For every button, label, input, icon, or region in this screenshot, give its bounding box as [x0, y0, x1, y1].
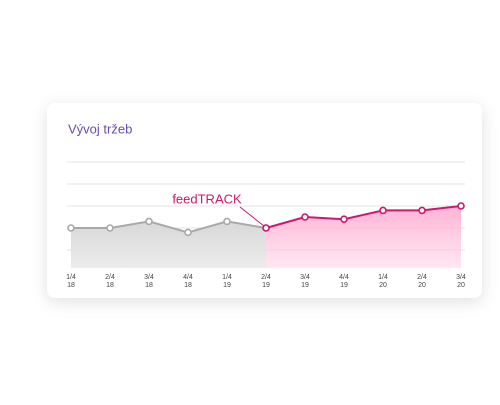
x-tick-label: 19 [262, 282, 270, 289]
point [262, 224, 270, 232]
line [71, 220, 267, 234]
point [379, 206, 387, 215]
point [418, 206, 426, 215]
point [457, 202, 465, 210]
x-tick-label: 2/4 [417, 274, 427, 281]
point [223, 217, 231, 226]
x-tick-label: 4/4 [183, 274, 193, 281]
x-tick-label: 4/4 [339, 274, 349, 281]
plot: 1/4182/4183/4184/4181/4192/4193/4194/419… [66, 161, 466, 289]
area [266, 206, 461, 268]
x-tick-label: 2/4 [105, 274, 115, 281]
point [340, 215, 348, 223]
annotation-connector [239, 206, 265, 227]
x-tick-label: 1/4 [66, 274, 76, 281]
x-tick-label: 19 [340, 282, 348, 289]
x-tick-label: 2/4 [261, 274, 271, 281]
x-tick-label: 18 [184, 282, 192, 289]
x-tick-label: 3/4 [300, 274, 310, 281]
area [71, 221, 266, 268]
point [67, 224, 75, 232]
point [184, 228, 192, 237]
point [145, 217, 153, 226]
x-tick-label: 1/4 [378, 274, 388, 281]
x-tick-label: 20 [379, 282, 387, 289]
point [301, 213, 309, 221]
x-tick-label: 1/4 [222, 274, 232, 281]
x-tick-label: 19 [301, 282, 309, 289]
line [265, 205, 462, 229]
x-tick-label: 20 [418, 282, 426, 289]
x-tick-label: 18 [67, 282, 75, 289]
chart-title: Vývoj tržeb [68, 121, 132, 136]
x-tick-label: 19 [223, 282, 231, 289]
x-tick-label: 18 [145, 282, 153, 289]
point [106, 224, 114, 232]
annotation: feedTRACK [172, 191, 242, 206]
x-tick-label: 18 [106, 282, 114, 289]
x-tick-label: 3/4 [456, 274, 466, 281]
x-tick-label: 3/4 [144, 274, 154, 281]
x-tick-label: 20 [457, 282, 465, 289]
